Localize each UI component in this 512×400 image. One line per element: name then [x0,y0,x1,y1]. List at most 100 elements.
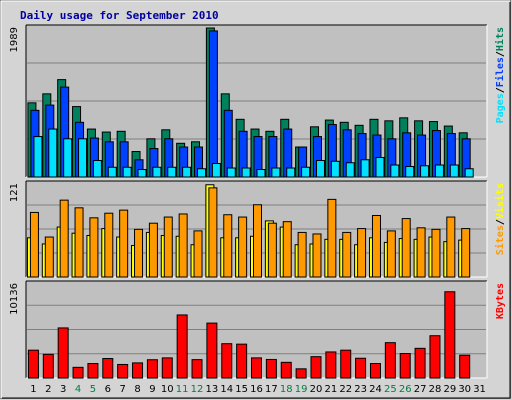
bar-kbytes-day-1 [27,349,39,379]
day-label-25: 25 [384,384,397,395]
panel-kbytes: 10136 KBytes [9,280,506,379]
day-label-17: 17 [265,384,278,395]
bar-kbytes-day-29 [444,291,456,379]
bar-pages-day-27 [420,165,430,178]
bar-kbytes-day-22 [340,349,352,379]
day-label-12: 12 [191,384,204,395]
day-label-10: 10 [161,384,174,395]
panel-visits-sites: 121 Sites/Visits [9,180,506,278]
bar-sites-day-9 [148,222,158,278]
bar-kbytes-day-30 [459,354,471,379]
series-sites [29,187,471,278]
chart-title: Daily usage for September 2010 [20,9,219,22]
bar-kbytes-day-10 [161,357,173,379]
bar-pages-day-20 [315,160,325,178]
bar-sites-day-2 [44,236,54,278]
bar-pages-day-4 [78,138,88,178]
day-label-20: 20 [310,384,323,395]
bar-kbytes-day-23 [355,357,367,379]
bar-pages-day-9 [152,166,162,178]
bar-sites-day-11 [178,213,188,278]
y-max-label: 121 [9,183,20,202]
bar-kbytes-day-14 [221,343,233,379]
bar-pages-day-23 [360,159,370,178]
day-label-13: 13 [206,384,219,395]
bar-sites-day-29 [446,216,456,278]
bar-kbytes-day-28 [429,335,441,379]
bar-kbytes-day-20 [310,356,322,379]
bar-kbytes-day-2 [42,353,54,379]
bar-files-day-14 [223,109,233,178]
legend-entry: KBytes [495,283,506,319]
legend-entry: Sites [494,225,506,255]
bar-kbytes-day-3 [57,327,69,379]
bar-sites-day-26 [401,218,411,278]
day-label-6: 6 [105,384,111,395]
legend-kbytes: KBytes [495,283,506,319]
bar-sites-day-20 [312,233,322,278]
bar-kbytes-day-12 [191,359,203,379]
day-label-15: 15 [235,384,248,395]
bar-sites-day-25 [386,230,396,278]
day-label-5: 5 [90,384,96,395]
bar-pages-day-1 [33,136,43,178]
bar-pages-day-25 [390,164,400,178]
legend-entry: Files [494,57,506,87]
day-label-29: 29 [443,384,456,395]
bar-kbytes-day-4 [72,366,84,379]
legend-visits-sites: Sites/Visits [494,183,506,255]
bar-sites-day-13 [208,187,218,278]
day-label-23: 23 [354,384,367,395]
legend-entry: / [495,219,506,225]
bar-pages-day-30 [464,168,474,178]
bar-kbytes-day-8 [132,362,144,379]
day-label-21: 21 [324,384,337,395]
day-label-22: 22 [339,384,352,395]
day-label-4: 4 [75,384,81,395]
bar-pages-day-10 [167,166,177,178]
bar-sites-day-19 [297,231,307,278]
day-label-14: 14 [220,384,233,395]
bar-pages-day-28 [434,164,444,178]
bar-sites-day-5 [89,217,99,278]
bar-pages-day-26 [405,166,415,178]
bar-kbytes-day-9 [146,359,158,379]
legend-hits-files-pages: Pages/Files/Hits [494,27,506,123]
panel-hits-files-pages: 1989 Pages/Files/Hits [9,24,506,178]
bar-sites-day-18 [282,221,292,278]
bar-sites-day-17 [267,222,277,278]
bar-pages-day-5 [92,160,102,178]
day-axis: 1 2 3 4 5 6 7 8 9 10 11 12 13 14 15 16 17 18 19 20 21 22 23 24 2… [30,384,486,395]
bar-kbytes-day-19 [295,368,307,379]
bar-kbytes-day-17 [265,358,277,379]
bar-kbytes-day-5 [87,363,99,379]
bar-pages-day-16 [256,169,266,178]
day-label-27: 27 [414,384,427,395]
bar-pages-day-11 [182,166,192,178]
bar-kbytes-day-24 [369,363,381,379]
day-label-8: 8 [134,384,140,395]
bar-sites-day-3 [59,199,69,278]
legend-entry: Pages [495,93,506,123]
day-label-1: 1 [30,384,36,395]
day-label-28: 28 [429,384,442,395]
bar-sites-day-4 [74,207,84,278]
legend-entry: Visits [494,183,506,219]
bar-pages-day-19 [301,166,311,178]
day-label-9: 9 [149,384,155,395]
bar-pages-day-18 [286,167,296,178]
bar-kbytes-day-21 [325,351,337,379]
bar-kbytes-day-25 [384,342,396,379]
bar-pages-day-6 [107,166,117,178]
series-kbytes [27,291,471,379]
bar-kbytes-day-13 [206,322,218,379]
bar-sites-day-30 [461,228,471,278]
bar-kbytes-day-16 [251,357,262,379]
bar-pages-day-24 [375,157,385,178]
y-max-label: 1989 [9,27,20,52]
bar-sites-day-23 [357,228,367,278]
chart-panels: 1989 Pages/Files/Hits 121 Sites/Visits 10136… [9,24,506,379]
day-label-3: 3 [60,384,66,395]
bar-pages-day-21 [330,160,340,178]
legend-entry: Hits [494,27,506,51]
